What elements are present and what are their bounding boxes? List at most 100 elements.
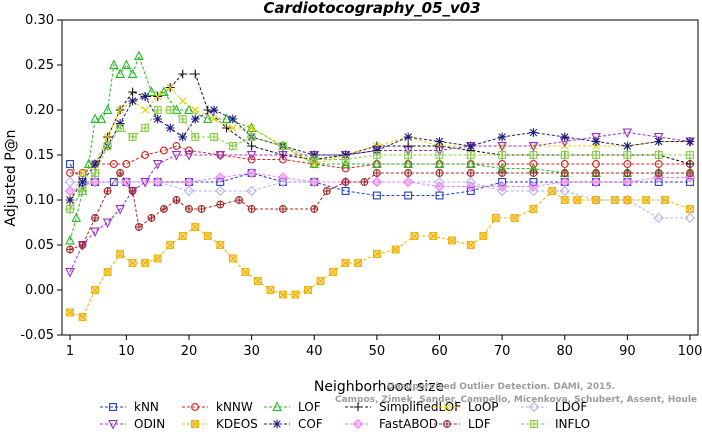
point-ldf bbox=[529, 169, 538, 177]
point-kdeos bbox=[78, 313, 87, 321]
point-inflo bbox=[529, 151, 538, 159]
point-lof bbox=[184, 104, 194, 114]
point-knnw bbox=[498, 160, 507, 168]
point-cof bbox=[140, 92, 150, 101]
point-knn bbox=[404, 191, 413, 200]
point-odin bbox=[171, 151, 182, 161]
point-ldf bbox=[172, 196, 181, 204]
point-ldf bbox=[103, 187, 112, 195]
point-ldf bbox=[91, 214, 100, 222]
series-line-loop bbox=[69, 86, 690, 201]
point-kdeos bbox=[510, 214, 519, 222]
legend-label-simplifiedlof: SimplifiedLOF bbox=[379, 400, 461, 414]
x-tick-label: 50 bbox=[369, 344, 386, 359]
point-inflo bbox=[341, 155, 350, 164]
point-inflo bbox=[498, 151, 507, 159]
point-inflo bbox=[592, 151, 601, 159]
point-kdeos bbox=[253, 277, 262, 285]
point-odin bbox=[653, 133, 664, 143]
point-simplifiedlof bbox=[190, 69, 200, 79]
legend-marker-simplifiedlof bbox=[353, 402, 363, 412]
point-fastabod bbox=[559, 176, 570, 188]
point-ldf bbox=[247, 205, 256, 213]
point-inflo bbox=[116, 124, 125, 132]
series-kdeos bbox=[66, 187, 694, 321]
point-knn bbox=[654, 178, 663, 186]
point-loop bbox=[529, 142, 538, 150]
point-kdeos bbox=[529, 205, 538, 213]
point-inflo bbox=[404, 151, 413, 159]
point-odin bbox=[65, 268, 75, 278]
x-tick-label: 10 bbox=[118, 344, 135, 359]
y-tick-label: 0.15 bbox=[25, 148, 54, 163]
point-odin bbox=[497, 142, 507, 152]
series-line-cof bbox=[69, 95, 690, 201]
point-inflo bbox=[153, 106, 162, 114]
point-inflo bbox=[210, 133, 218, 141]
point-lof bbox=[340, 158, 351, 168]
legend-label-loop: LoOP bbox=[468, 400, 499, 414]
point-lof bbox=[121, 59, 132, 69]
point-fastabod bbox=[89, 176, 101, 188]
point-fastabod bbox=[246, 167, 257, 179]
point-knn bbox=[498, 178, 507, 186]
point-kdeos bbox=[304, 286, 312, 294]
point-kdeos bbox=[166, 241, 175, 249]
point-inflo bbox=[560, 151, 569, 159]
point-loop bbox=[116, 106, 124, 114]
point-simplifiedlof bbox=[222, 123, 231, 133]
point-cof bbox=[128, 96, 138, 106]
legend-label-knn: kNN bbox=[134, 400, 159, 414]
point-inflo bbox=[686, 151, 694, 159]
point-kdeos bbox=[479, 232, 488, 240]
point-ldof bbox=[465, 176, 476, 188]
point-kdeos bbox=[573, 196, 582, 204]
legend-item-ldof: LDOF bbox=[521, 400, 587, 414]
legend-marker-cof bbox=[272, 419, 282, 429]
point-ldof bbox=[496, 185, 508, 197]
x-tick-label: 70 bbox=[494, 344, 511, 359]
point-kdeos bbox=[278, 290, 287, 299]
series-line-inflo bbox=[69, 109, 690, 210]
legend-marker-inflo bbox=[530, 420, 538, 428]
x-tick-label: 60 bbox=[431, 344, 448, 359]
point-ldf bbox=[278, 205, 287, 213]
y-tick-label: 0.10 bbox=[25, 193, 54, 208]
y-tick-label: 0.00 bbox=[25, 283, 54, 298]
point-ldof bbox=[653, 212, 664, 224]
point-inflo bbox=[435, 151, 444, 159]
legend-item-simplifiedlof: SimplifiedLOF bbox=[345, 400, 461, 414]
point-kdeos bbox=[391, 245, 400, 254]
legend-item-fastabod: FastABOD bbox=[345, 417, 438, 431]
point-inflo bbox=[91, 169, 100, 177]
point-knnw bbox=[66, 169, 74, 177]
point-loop bbox=[153, 92, 162, 101]
point-loop bbox=[141, 106, 149, 114]
point-kdeos bbox=[191, 223, 200, 231]
point-loop bbox=[178, 97, 187, 105]
point-ldf bbox=[235, 196, 244, 204]
point-lof bbox=[71, 212, 82, 222]
point-ldf bbox=[66, 245, 74, 254]
legend: kNN kNNW LOF SimplifiedLOF LoOP LDOF ODIN KDEOS… bbox=[100, 400, 590, 431]
point-ldf bbox=[216, 200, 225, 209]
point-fastabod bbox=[309, 176, 320, 188]
point-knnw bbox=[185, 146, 193, 155]
point-knn bbox=[435, 191, 444, 200]
point-loop bbox=[103, 133, 112, 141]
point-inflo bbox=[228, 142, 237, 150]
point-kdeos bbox=[372, 250, 381, 258]
point-cof bbox=[115, 119, 125, 128]
point-lof bbox=[134, 50, 144, 60]
point-knnw bbox=[172, 142, 181, 150]
x-tick-label: 100 bbox=[678, 344, 702, 359]
point-knn bbox=[66, 160, 74, 168]
legend-item-loop: LoOP bbox=[434, 400, 499, 414]
point-loop bbox=[210, 115, 218, 123]
point-knn bbox=[529, 178, 538, 186]
point-knn bbox=[216, 178, 225, 186]
point-lof bbox=[127, 68, 138, 78]
legend-item-odin: ODIN bbox=[100, 417, 165, 431]
point-kdeos bbox=[241, 268, 250, 276]
legend-item-ldf: LDF bbox=[434, 417, 491, 431]
